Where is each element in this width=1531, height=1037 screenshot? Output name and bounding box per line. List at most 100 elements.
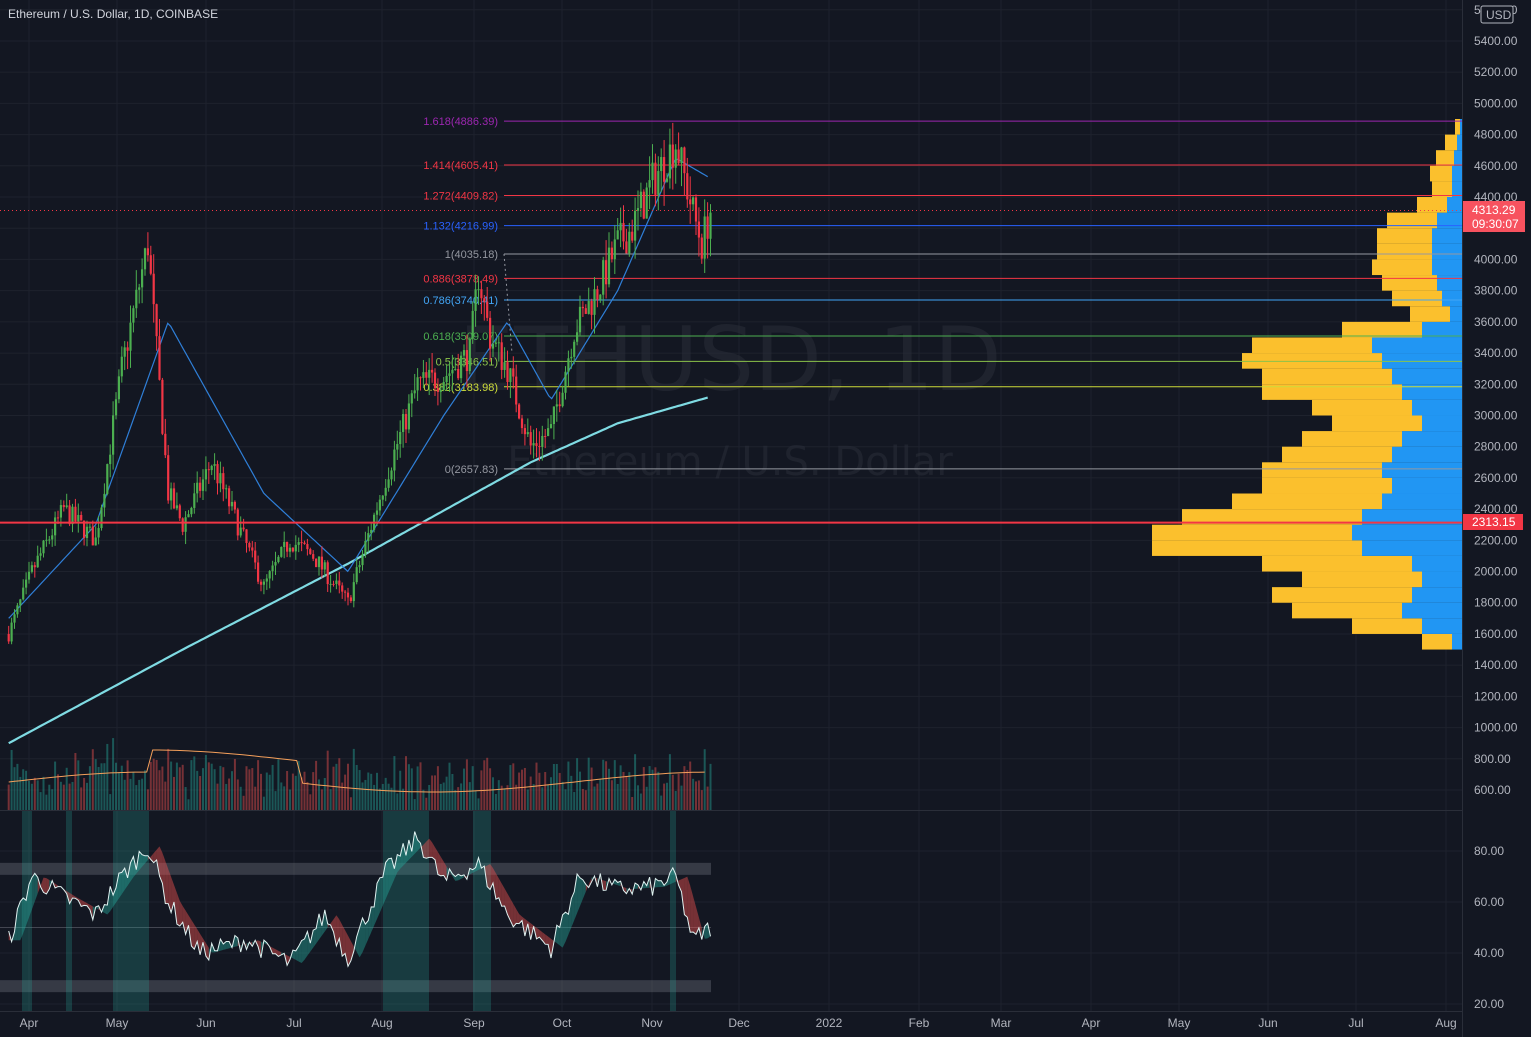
osc-fill	[185, 910, 189, 935]
candle-body	[471, 310, 474, 339]
vp-bar-up	[1422, 571, 1462, 588]
volume-bar	[204, 754, 207, 810]
volume-bar	[373, 784, 376, 810]
volume-bar	[518, 772, 521, 810]
x-tick-label: Sep	[463, 1016, 485, 1030]
candle-body	[419, 377, 422, 379]
volume-bar	[303, 771, 306, 810]
candle-body	[491, 343, 495, 349]
volume-bar	[74, 753, 77, 810]
volume-bar	[65, 767, 68, 810]
candle-body	[257, 562, 260, 582]
candle-body	[703, 216, 706, 259]
candle-body	[129, 322, 132, 351]
vp-bar-up	[1437, 212, 1462, 229]
osc-highlight	[383, 811, 429, 1011]
candle-body	[538, 445, 541, 447]
candle-body	[680, 147, 683, 164]
volume-bar	[88, 766, 91, 810]
volume-bar	[532, 784, 535, 810]
volume-bar	[631, 797, 634, 810]
volume-bar	[538, 772, 541, 810]
volume-bar	[71, 781, 74, 810]
vp-bar-up	[1362, 540, 1462, 556]
volume-bar	[648, 766, 651, 810]
osc-fill	[316, 913, 319, 944]
candlesticks[interactable]	[7, 122, 712, 645]
fib-label: 0(2657.83)	[445, 464, 498, 476]
vp-bar-down	[1432, 181, 1452, 198]
candle-body	[686, 173, 689, 200]
candle-body	[306, 544, 309, 550]
volume-bar	[584, 790, 587, 810]
osc-upper-band	[0, 862, 711, 875]
volume-bar	[326, 750, 329, 810]
candle-body	[193, 493, 196, 508]
volume-bar	[280, 782, 283, 810]
volume-bar	[16, 763, 19, 810]
volume-bar	[126, 760, 129, 810]
volume-bar	[413, 799, 416, 810]
osc-fill	[307, 931, 311, 956]
candle-body	[581, 306, 584, 309]
watermark-name: Ethereum / U.S. Dollar	[507, 439, 953, 485]
oscillator-pane	[0, 811, 711, 1011]
vp-bar-up	[1352, 524, 1462, 541]
candle-body	[274, 562, 277, 566]
candle-body	[660, 157, 663, 172]
osc-highlight	[473, 811, 491, 1011]
candle-body	[48, 539, 51, 541]
volume-bar	[33, 777, 36, 810]
candle-body	[364, 540, 367, 555]
candle-body	[622, 222, 625, 242]
volume-bar	[610, 780, 613, 810]
vp-bar-down	[1455, 118, 1460, 135]
volume-bar	[199, 776, 202, 810]
osc-highlight	[670, 811, 676, 1011]
candle-body	[103, 493, 106, 508]
candle-body	[439, 389, 442, 392]
volume-bar	[500, 785, 503, 810]
candle-body	[326, 562, 329, 585]
volume-profile	[1152, 118, 1462, 650]
volume-bar	[622, 771, 625, 810]
vp-bar-up	[1442, 290, 1462, 307]
osc-fill	[678, 879, 682, 892]
candle-body	[564, 371, 567, 393]
osc-fill	[365, 920, 369, 946]
volume-bar	[184, 787, 187, 810]
volume-bar	[625, 775, 628, 810]
volume-bar	[407, 764, 410, 810]
osc-fill	[350, 941, 354, 961]
candle-body	[97, 528, 100, 538]
volume-bar	[173, 776, 175, 810]
osc-fill	[205, 943, 209, 960]
volume-bar	[202, 768, 204, 810]
fib-label: 1.618(4886.39)	[423, 116, 498, 128]
fibonacci-levels[interactable]: 1.618(4886.39) 1.414(4605.41) 1.272(4409.8…	[423, 116, 1462, 476]
horizontal-line[interactable]	[0, 210, 1462, 524]
candle-body	[277, 556, 280, 563]
y-tick-label: 2200.00	[1474, 533, 1518, 547]
candle-body	[520, 418, 524, 429]
vp-bar-down	[1302, 431, 1402, 447]
volume-bar	[355, 764, 358, 810]
osc-fill	[684, 876, 688, 918]
volume-bar	[695, 781, 697, 810]
volume-bar	[338, 758, 341, 810]
y-tick-label: 2400.00	[1474, 502, 1518, 516]
osc-y-tick-label: 60.00	[1474, 895, 1504, 909]
volume-bar	[416, 766, 419, 810]
osc-fill	[414, 831, 418, 854]
candle-body	[280, 546, 283, 557]
current-price-label: 4313.29	[1472, 203, 1516, 217]
candle-body	[639, 191, 642, 209]
candle-body	[88, 526, 91, 528]
current-price-badge	[1463, 201, 1525, 232]
x-tick-label: May	[106, 1016, 129, 1030]
candle-body	[413, 390, 416, 394]
fib-label: 1.272(4409.82)	[423, 190, 498, 202]
vp-bar-up	[1432, 228, 1462, 244]
candle-body	[239, 527, 242, 536]
